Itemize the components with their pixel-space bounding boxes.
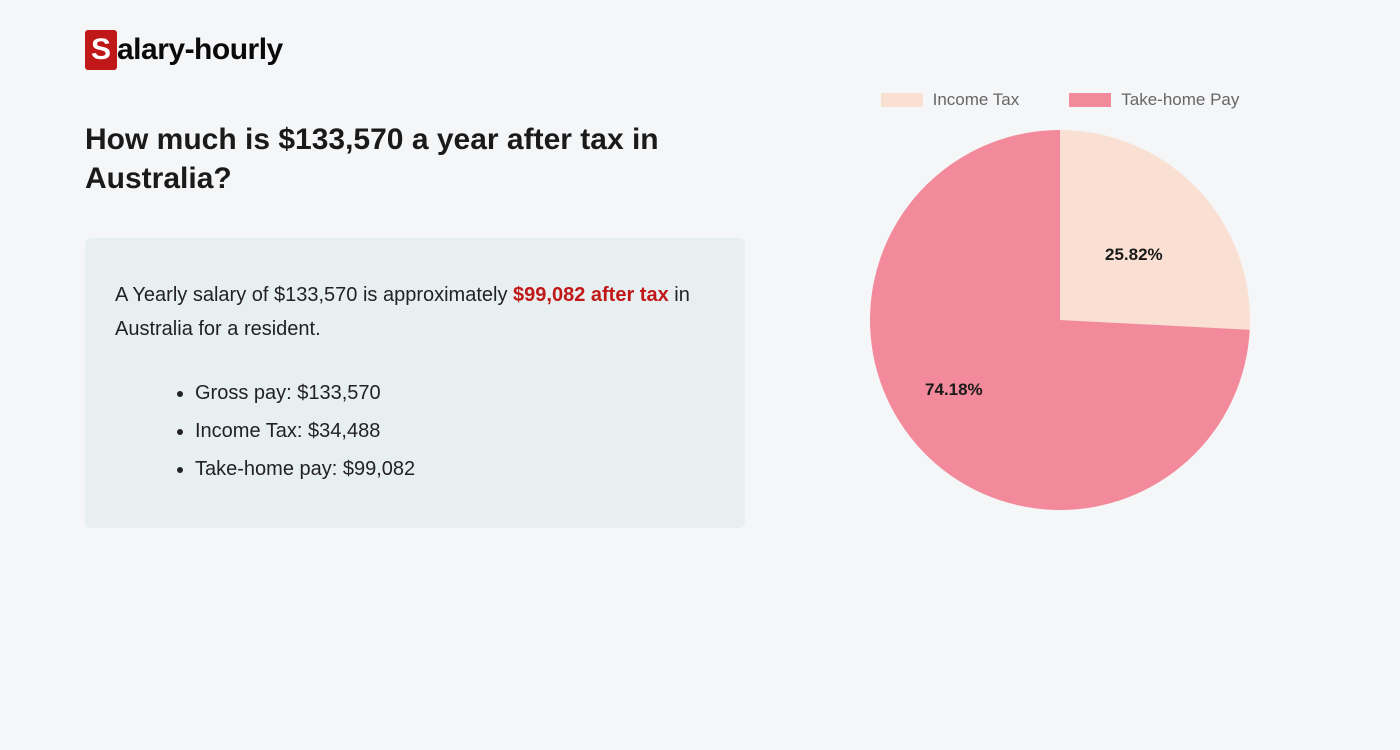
pie-chart: 25.82% 74.18% — [870, 130, 1250, 510]
right-column: Income Tax Take-home Pay 25.82% 74.18% — [805, 90, 1315, 528]
summary-text: A Yearly salary of $133,570 is approxima… — [115, 278, 715, 346]
content: How much is $133,570 a year after tax in… — [85, 120, 1315, 528]
legend-item: Income Tax — [881, 90, 1020, 110]
chart-legend: Income Tax Take-home Pay — [881, 90, 1240, 110]
left-column: How much is $133,570 a year after tax in… — [85, 120, 745, 528]
pie-label: 25.82% — [1105, 245, 1163, 265]
pie-svg — [870, 130, 1250, 510]
bullet-list: Gross pay: $133,570 Income Tax: $34,488 … — [115, 374, 715, 488]
pie-label: 74.18% — [925, 380, 983, 400]
legend-label: Income Tax — [933, 90, 1020, 110]
page-title: How much is $133,570 a year after tax in… — [85, 120, 745, 198]
list-item: Take-home pay: $99,082 — [195, 450, 715, 488]
logo-badge: S — [85, 30, 117, 70]
legend-swatch — [881, 93, 923, 107]
legend-item: Take-home Pay — [1069, 90, 1239, 110]
legend-swatch — [1069, 93, 1111, 107]
summary-prefix: A Yearly salary of $133,570 is approxima… — [115, 284, 513, 306]
logo: S alary-hourly — [85, 30, 1315, 70]
list-item: Gross pay: $133,570 — [195, 374, 715, 412]
legend-label: Take-home Pay — [1121, 90, 1239, 110]
list-item: Income Tax: $34,488 — [195, 412, 715, 450]
info-box: A Yearly salary of $133,570 is approxima… — [85, 238, 745, 528]
summary-emphasis: $99,082 after tax — [513, 284, 669, 306]
logo-text: alary-hourly — [117, 33, 283, 67]
